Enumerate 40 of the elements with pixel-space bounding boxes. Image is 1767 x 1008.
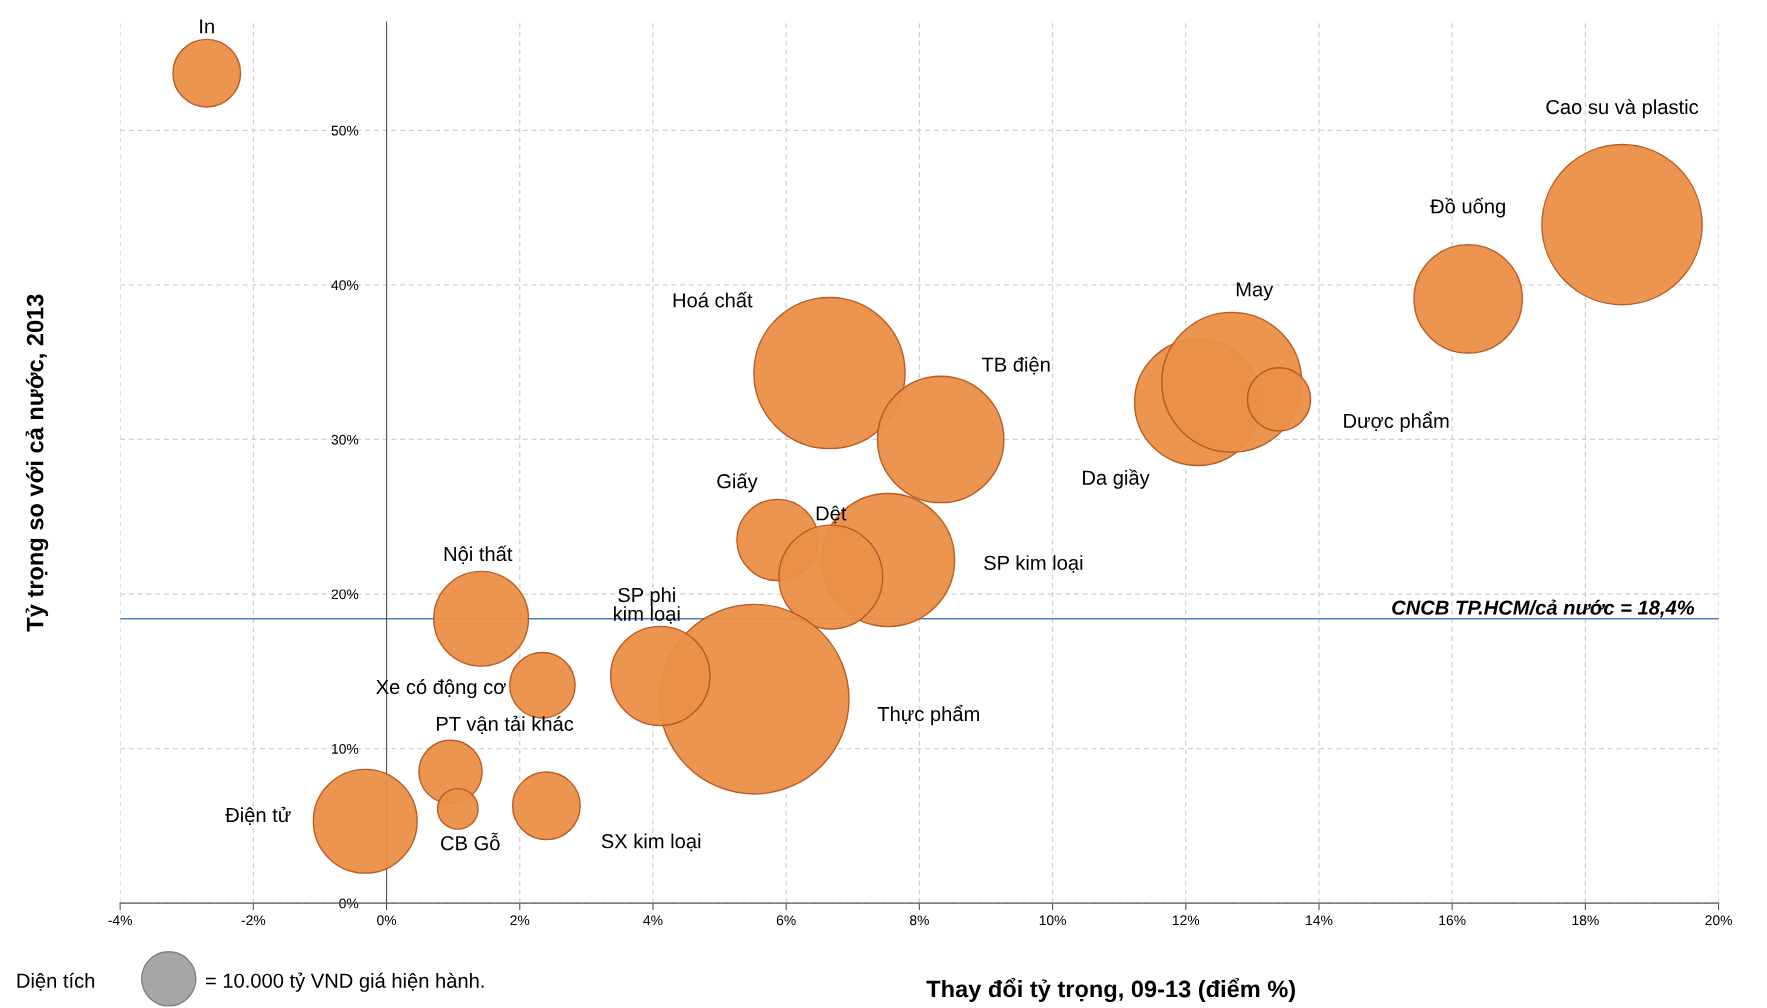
x-tick-label: 4% — [643, 915, 663, 926]
series-label: PT vận tải khác — [437, 715, 574, 734]
x-tick-label: 12% — [1172, 915, 1200, 926]
series-label: Giấy — [717, 472, 758, 493]
series-label: TB điện — [981, 356, 1050, 375]
ref-line-label: CNCB TP.HCM/cả nước = 18,4% — [1392, 599, 1695, 618]
series-label: Nội thất — [444, 545, 513, 564]
y-tick-label: 10% — [332, 743, 359, 754]
y-tick-label: 50% — [331, 125, 359, 136]
x-tick-label: 0% — [377, 915, 397, 926]
x-tick-label: -4% — [108, 915, 133, 926]
x-tick-label: 20% — [1705, 915, 1732, 926]
series-label: CB Gỗ — [441, 832, 500, 851]
x-tick-label: 2% — [510, 915, 530, 926]
series-label: Hoá chất — [673, 291, 753, 308]
series-label: Điện tử — [225, 806, 291, 826]
y-tick-label: 20% — [331, 589, 359, 600]
y-tick-label: 30% — [331, 434, 359, 445]
y-tick-label: 0% — [339, 898, 359, 909]
series-label: SP kim loại — [984, 555, 1083, 573]
series-label: Da giầy — [1083, 469, 1150, 489]
x-tick-label: 18% — [1572, 915, 1599, 926]
x-tick-label: -2% — [241, 915, 266, 926]
y-axis-title: Tỷ trọng so với cả nước, 2013 — [25, 294, 49, 632]
series-label: Thực phẩm — [877, 704, 979, 726]
series-label: Cao su và plastic — [1546, 99, 1699, 119]
x-tick-label: 10% — [1039, 915, 1066, 926]
text: Diện tích — [17, 972, 95, 991]
y-tick-label: 40% — [331, 280, 359, 291]
x-tick-label: 14% — [1306, 915, 1333, 926]
series-label: In — [200, 19, 214, 34]
x-tick-label: 8% — [909, 915, 929, 926]
series-label: May — [1236, 282, 1274, 301]
series-label: Dược phẩm — [1344, 411, 1449, 433]
series-label: Đồ uống — [1430, 197, 1505, 218]
x-tick-label: 16% — [1439, 915, 1466, 926]
series-label: SX kim loại — [601, 833, 701, 852]
legend-label: = 10.000 tỷ VND giá hiện hành. — [205, 972, 484, 992]
x-axis-title: Thay đổi tỷ trọng, 09-13 (điểm %) — [926, 978, 1295, 1003]
x-tick-label: 6% — [776, 915, 796, 926]
